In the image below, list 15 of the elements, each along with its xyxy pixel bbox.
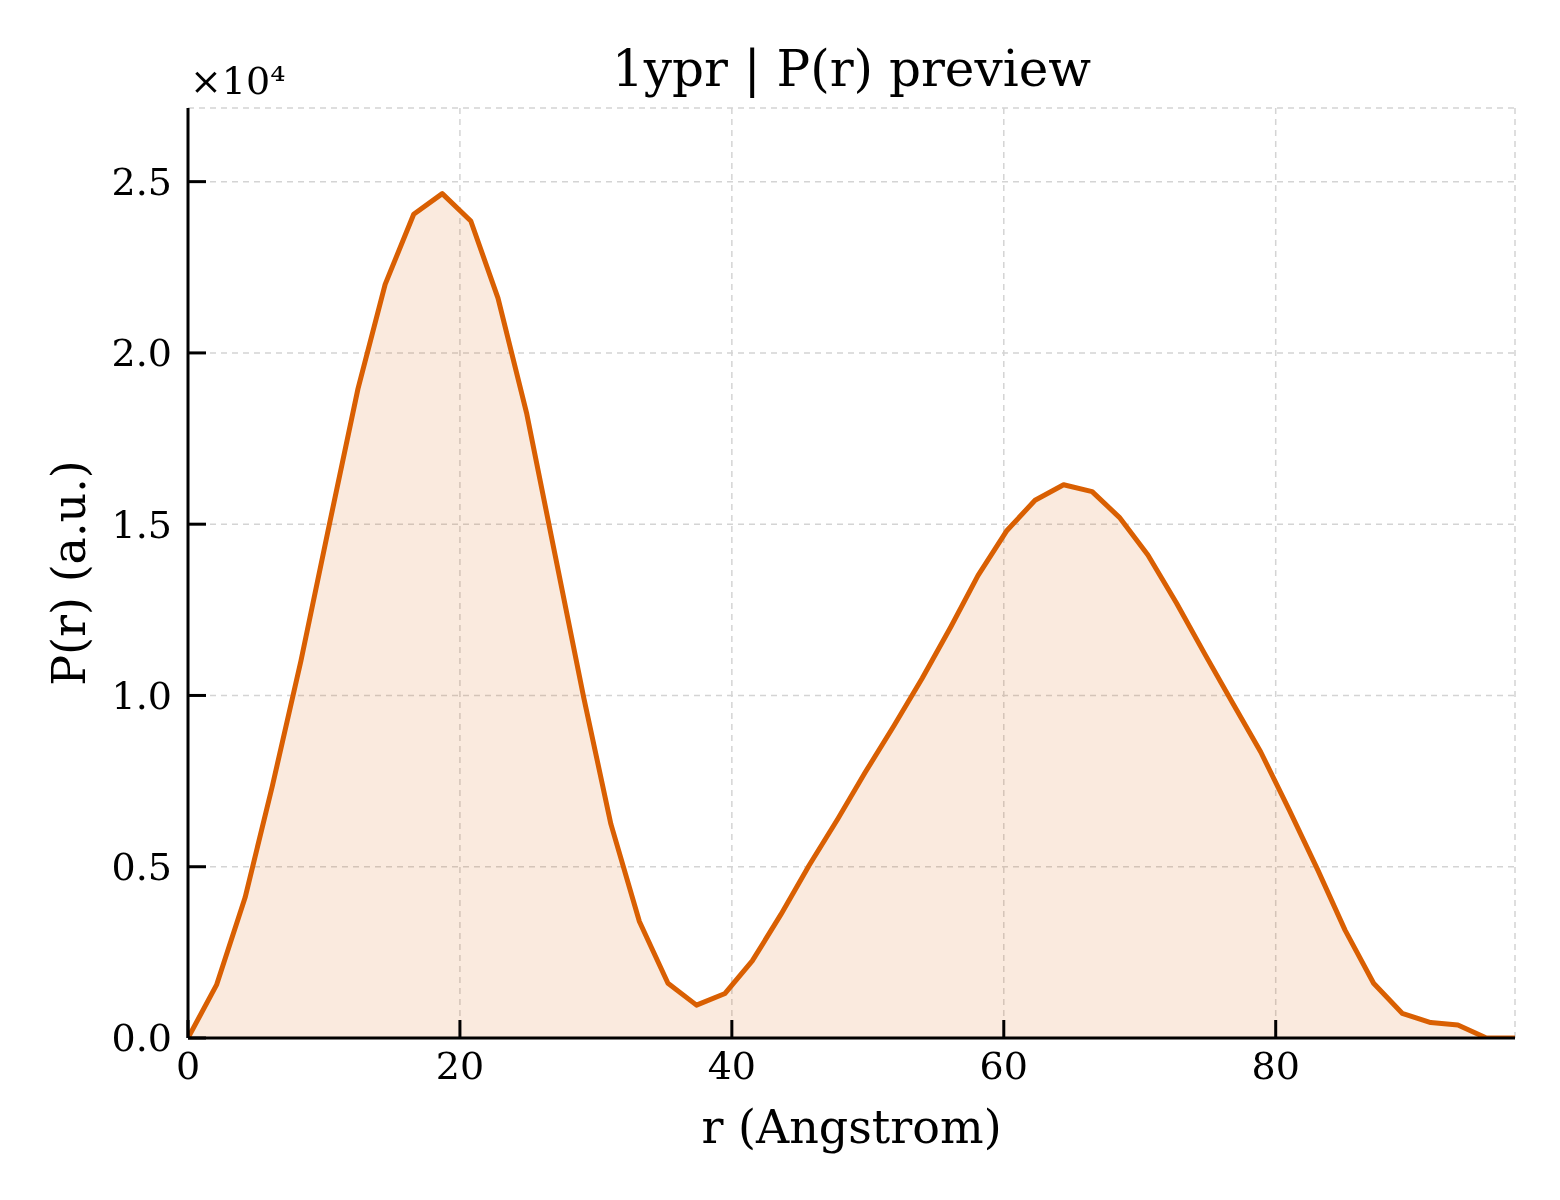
chart-title: 1ypr | P(r) preview — [611, 40, 1092, 98]
y-tick-label: 0.0 — [111, 1016, 172, 1061]
x-tick-label: 80 — [1251, 1043, 1300, 1088]
x-axis-title: r (Angstrom) — [700, 1100, 1003, 1154]
y-tick-label: 1.0 — [111, 673, 172, 718]
x-tick-label: 0 — [175, 1043, 201, 1088]
x-tick-label: 20 — [435, 1043, 485, 1088]
text: ×10⁴ — [190, 59, 286, 103]
y-tick-label: 1.5 — [111, 502, 172, 547]
y-tick-label: 0.5 — [111, 845, 172, 890]
x-tick-label: 60 — [979, 1043, 1028, 1088]
x-tick-label: 40 — [707, 1043, 757, 1088]
y-tick-label: 2.5 — [111, 160, 172, 205]
y-axis-title: P(r) (a.u.) — [42, 459, 96, 688]
y-tick-label: 2.0 — [111, 331, 172, 376]
